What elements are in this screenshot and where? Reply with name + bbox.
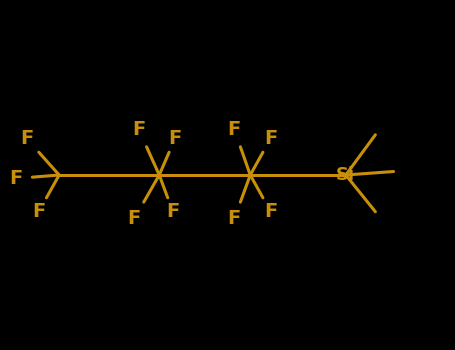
Text: F: F	[228, 209, 241, 228]
Text: F: F	[168, 129, 182, 148]
Text: F: F	[166, 202, 180, 221]
Text: F: F	[32, 202, 46, 221]
Text: F: F	[127, 209, 141, 228]
Text: F: F	[228, 120, 241, 139]
Text: F: F	[264, 129, 278, 148]
Text: F: F	[132, 120, 146, 139]
Text: F: F	[9, 169, 23, 188]
Text: F: F	[264, 202, 278, 221]
Text: Si: Si	[336, 166, 355, 184]
Text: F: F	[20, 129, 33, 148]
